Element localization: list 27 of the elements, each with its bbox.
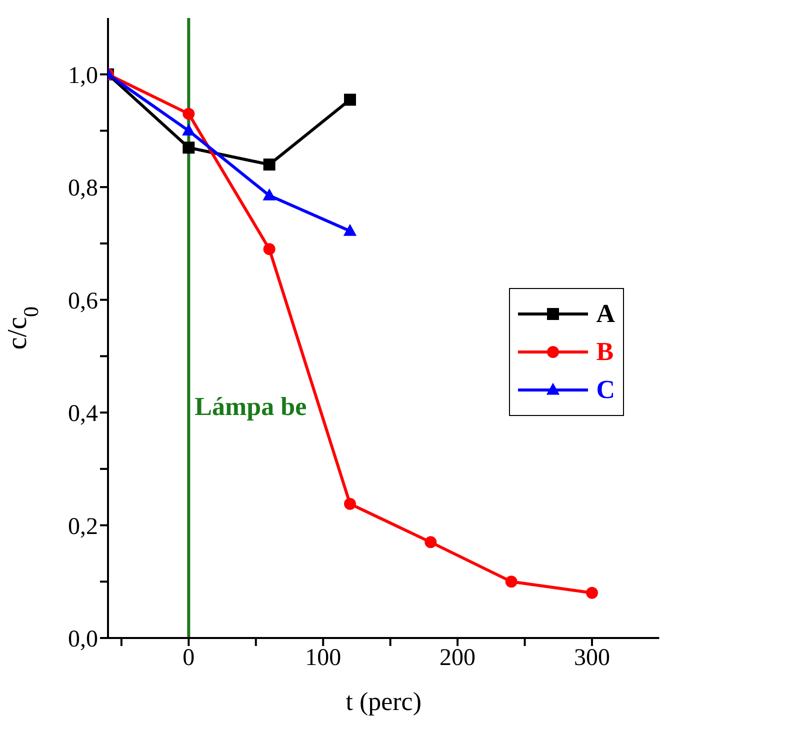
point bbox=[505, 576, 518, 588]
point bbox=[344, 94, 356, 106]
point bbox=[344, 498, 356, 510]
y-tick-label: 0,8 bbox=[68, 176, 98, 202]
y-tick-label: 0,6 bbox=[68, 288, 98, 314]
x-tick-label: 100 bbox=[305, 645, 342, 672]
legend-label: B bbox=[596, 337, 614, 367]
point bbox=[263, 243, 276, 256]
point bbox=[424, 536, 437, 548]
point bbox=[262, 188, 276, 200]
legend-label: A bbox=[596, 299, 615, 329]
point bbox=[182, 142, 195, 154]
point bbox=[182, 124, 196, 136]
point bbox=[263, 158, 276, 171]
ref-line-label: Lámpa be bbox=[194, 392, 307, 421]
y-tick-label: 0,2 bbox=[68, 514, 98, 540]
y-tick-label: 0,0 bbox=[68, 626, 98, 653]
x-tick-label: 300 bbox=[574, 645, 610, 672]
point bbox=[343, 224, 357, 236]
point bbox=[586, 586, 598, 599]
y-tick-label: 1,0 bbox=[68, 62, 98, 89]
x-axis-title: t (perc) bbox=[346, 687, 422, 716]
point bbox=[182, 108, 195, 120]
y-tick-label: 0,4 bbox=[68, 401, 98, 428]
x-tick-label: 0 bbox=[182, 645, 195, 672]
x-tick-label: 200 bbox=[440, 645, 476, 672]
legend-label: C bbox=[596, 375, 615, 405]
